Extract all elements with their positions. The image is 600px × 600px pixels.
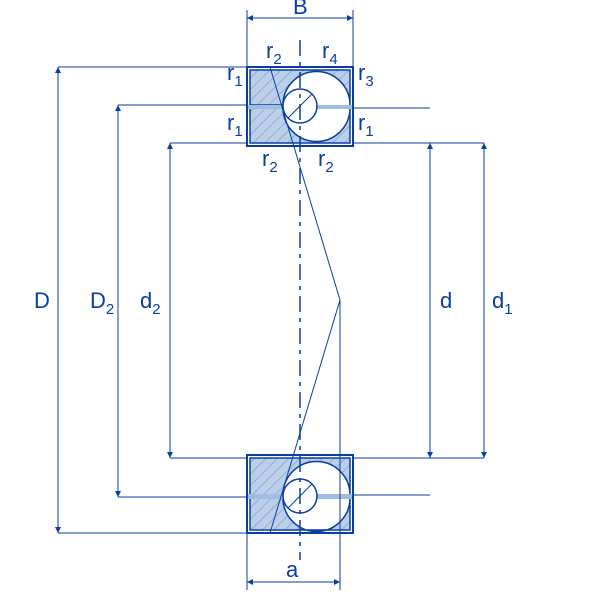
r1-in-left: r — [227, 110, 234, 135]
svg-text:D2: D2 — [90, 288, 114, 318]
r4-top-right: r — [322, 38, 329, 63]
label-D2: D — [90, 288, 106, 313]
r1-sub: 1 — [234, 73, 242, 90]
svg-text:r1: r1 — [227, 110, 243, 140]
r2-top-left: r — [266, 38, 273, 63]
r2-in-left: r — [262, 146, 269, 171]
r2-in-right: r — [318, 146, 325, 171]
label-d1-sub: 1 — [504, 301, 512, 318]
svg-text:r3: r3 — [358, 60, 374, 90]
svg-text:r4: r4 — [322, 38, 338, 68]
svg-text:r2: r2 — [262, 146, 278, 176]
r1-top-left: r — [227, 60, 234, 85]
label-d: d — [440, 288, 452, 313]
svg-text:r2: r2 — [266, 38, 282, 68]
svg-text:d2: d2 — [140, 288, 161, 318]
r3-top-right: r — [358, 60, 365, 85]
label-B: B — [293, 0, 308, 19]
dimension-a — [247, 300, 340, 590]
label-D: D — [34, 288, 50, 313]
bearing-diagram: r1 r2 r4 r3 r1 r1 r2 r2 — [0, 0, 600, 600]
label-d2-sub: 2 — [152, 301, 160, 318]
r1-in-right: r — [358, 110, 365, 135]
r4-sub: 4 — [329, 51, 337, 68]
label-D2-sub: 2 — [106, 301, 114, 318]
label-d2: d — [140, 288, 152, 313]
svg-text:r1: r1 — [358, 110, 374, 140]
svg-text:d1: d1 — [492, 288, 513, 318]
svg-text:r2: r2 — [318, 146, 334, 176]
r3-sub: 3 — [365, 73, 373, 90]
label-d1: d — [492, 288, 504, 313]
r2-sub: 2 — [273, 51, 281, 68]
label-a: a — [286, 557, 299, 582]
svg-text:r1: r1 — [227, 60, 243, 90]
diagram-container: r1 r2 r4 r3 r1 r1 r2 r2 — [0, 0, 600, 600]
